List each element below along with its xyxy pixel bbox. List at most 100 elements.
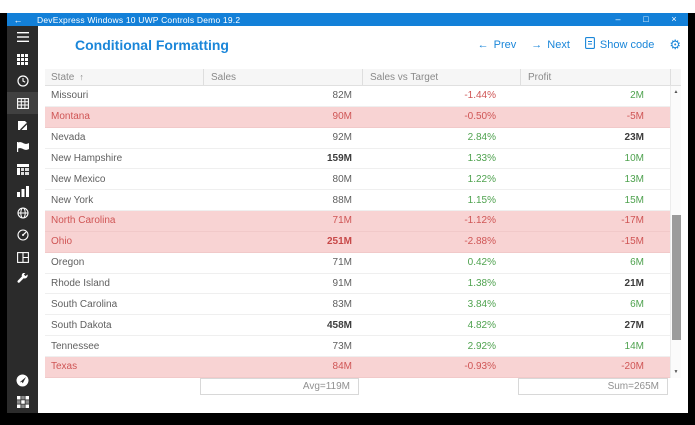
cell-profit: 6M (509, 257, 659, 268)
hamburger-menu-button[interactable] (7, 26, 38, 48)
cell-state: New York (45, 195, 203, 206)
table-row[interactable]: Rhode Island 91M 1.38% 21M (45, 274, 681, 295)
window-title: DevExpress Windows 10 UWP Controls Demo … (37, 15, 240, 25)
table-row[interactable]: New Hampshire 159M 1.33% 10M (45, 149, 681, 170)
cell-state: Texas (45, 361, 203, 372)
table-row[interactable]: North Carolina 71M -1.12% -17M (45, 211, 681, 232)
cell-state: Oregon (45, 257, 203, 268)
sidebar-item-map[interactable] (7, 202, 38, 224)
cell-profit: 6M (509, 299, 659, 310)
cell-state: New Hampshire (45, 153, 203, 164)
column-header-profit[interactable]: Profit (520, 69, 670, 85)
feedback-icon (16, 374, 29, 387)
gear-icon: ⚙ (669, 37, 681, 52)
cell-sales: 251M (203, 236, 362, 247)
table-row[interactable]: New York 88M 1.15% 15M (45, 190, 681, 211)
header-scrollbar-spacer (670, 69, 681, 85)
cell-profit: 14M (509, 341, 659, 352)
sidebar-item-feedback[interactable] (7, 369, 38, 391)
cell-profit: -20M (509, 361, 659, 372)
table-row[interactable]: Montana 90M -0.50% -5M (45, 107, 681, 128)
column-header-sales[interactable]: Sales (203, 69, 362, 85)
table-row[interactable]: Texas 84M -0.93% -20M (45, 357, 681, 378)
maximize-button[interactable]: □ (632, 13, 660, 26)
scroll-up-icon: ▲ (674, 89, 679, 95)
desktop-edge-bottom (0, 413, 695, 425)
cell-state: Tennessee (45, 341, 203, 352)
minimize-button[interactable]: – (604, 13, 632, 26)
sidebar-item-gauges[interactable] (7, 224, 38, 246)
sidebar-item-ribbon[interactable] (7, 136, 38, 158)
scrollbar-thumb[interactable] (672, 215, 681, 340)
sidebar-item-scheduler[interactable] (7, 70, 38, 92)
cell-sales-vs-target: 2.92% (362, 341, 509, 352)
arrow-right-icon: → (531, 39, 542, 51)
sidebar-item-data-grid[interactable] (7, 92, 38, 114)
gauge-icon (17, 229, 29, 241)
cell-state: New Mexico (45, 174, 203, 185)
grid-body: Missouri 82M -1.44% 2M Montana 90M -0.50… (45, 86, 681, 378)
sidebar-item-apps[interactable] (7, 48, 38, 70)
cell-sales: 71M (203, 215, 362, 226)
cell-sales-vs-target: -0.93% (362, 361, 509, 372)
demo-header: Conditional Formatting ← Prev → Next Sh (38, 26, 688, 69)
table-row[interactable]: Ohio 251M -2.88% -15M (45, 232, 681, 253)
page-title: Conditional Formatting (75, 37, 229, 53)
cell-profit: 27M (509, 320, 659, 331)
cell-sales-vs-target: -2.88% (362, 236, 509, 247)
main-panel: Conditional Formatting ← Prev → Next Sh (38, 26, 688, 413)
cell-sales: 458M (203, 320, 362, 331)
sidebar-item-layout[interactable] (7, 246, 38, 268)
table-row[interactable]: Nevada 92M 2.84% 23M (45, 128, 681, 149)
table-row[interactable]: New Mexico 80M 1.22% 13M (45, 169, 681, 190)
table-row[interactable]: Missouri 82M -1.44% 2M (45, 86, 681, 107)
maximize-icon: □ (643, 14, 648, 24)
sidebar-item-utils[interactable] (7, 268, 38, 290)
cell-sales-vs-target: 2.84% (362, 132, 509, 143)
cell-sales-vs-target: 3.84% (362, 299, 509, 310)
grid-summary-row: Avg=119M Sum=265M (45, 378, 681, 395)
prev-button[interactable]: ← Prev (478, 39, 517, 51)
show-code-label: Show code (600, 39, 654, 51)
next-button[interactable]: → Next (531, 39, 570, 51)
column-header-label: State (51, 72, 74, 83)
column-header-state[interactable]: State ↑ (45, 69, 203, 85)
bar-chart-icon (17, 186, 29, 197)
cell-state: Ohio (45, 236, 203, 247)
cell-sales: 90M (203, 111, 362, 122)
cell-sales-vs-target: -1.44% (362, 90, 509, 101)
settings-button[interactable]: ⚙ (669, 38, 681, 51)
cell-sales: 73M (203, 341, 362, 352)
sidebar-item-charts[interactable] (7, 180, 38, 202)
sidebar-item-all-demos[interactable] (7, 391, 38, 413)
cell-profit: -17M (509, 215, 659, 226)
cell-sales: 88M (203, 195, 362, 206)
close-button[interactable]: × (660, 13, 688, 26)
cell-state: South Dakota (45, 320, 203, 331)
vertical-scrollbar[interactable]: ▲ ▼ (670, 86, 681, 378)
cell-profit: 2M (509, 90, 659, 101)
table-row[interactable]: Tennessee 73M 2.92% 14M (45, 336, 681, 357)
scroll-down-icon: ▼ (674, 369, 679, 375)
table-row[interactable]: South Carolina 83M 3.84% 6M (45, 294, 681, 315)
scroll-up-button[interactable]: ▲ (671, 87, 681, 97)
sales-average-summary: Avg=119M (200, 378, 359, 395)
cell-state: Rhode Island (45, 278, 203, 289)
cell-profit: -5M (509, 111, 659, 122)
table-row[interactable]: Oregon 71M 0.42% 6M (45, 253, 681, 274)
table-row[interactable]: South Dakota 458M 4.82% 27M (45, 315, 681, 336)
sidebar-item-rich-edit[interactable] (7, 114, 38, 136)
sidebar-item-pivot-grid[interactable] (7, 158, 38, 180)
close-icon: × (671, 14, 676, 24)
grid-header-row: State ↑ Sales Sales vs Target Profit (45, 69, 681, 86)
layout-icon (17, 252, 29, 263)
apps-grid-icon (17, 54, 28, 65)
scroll-down-button[interactable]: ▼ (671, 367, 681, 377)
column-header-sales-vs-target[interactable]: Sales vs Target (362, 69, 520, 85)
cell-sales: 71M (203, 257, 362, 268)
back-button[interactable]: ← (7, 15, 29, 25)
cell-sales: 80M (203, 174, 362, 185)
show-code-button[interactable]: Show code (585, 37, 654, 52)
cell-sales: 84M (203, 361, 362, 372)
arrow-left-icon: ← (478, 39, 489, 51)
